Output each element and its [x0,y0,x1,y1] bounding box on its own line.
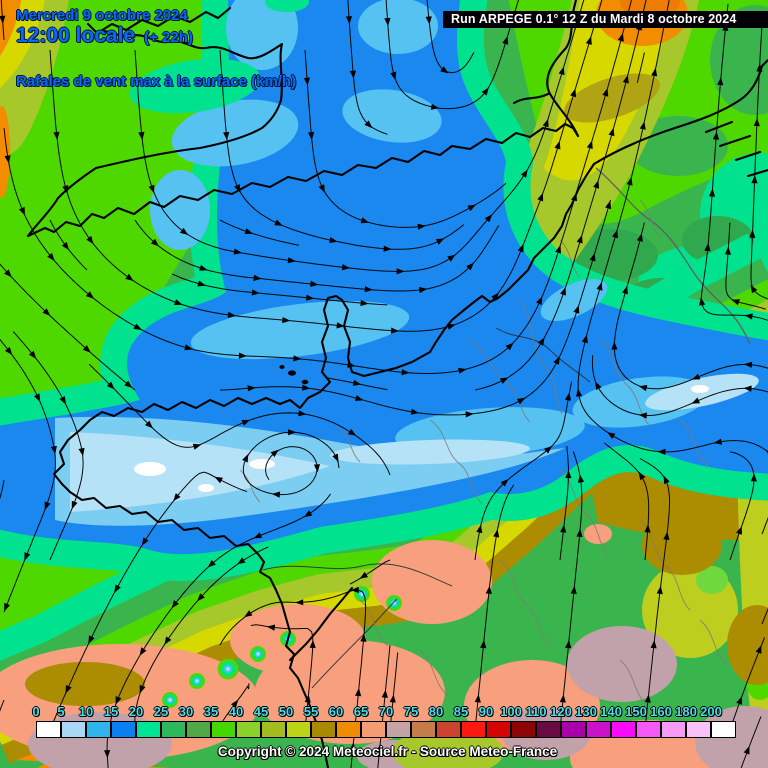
map-parameter-title: Rafales de vent max à la surface (km/h) [16,73,297,90]
forecast-time: 12:00 locale (+ 22h) [16,24,193,48]
forecast-date: Mercredi 9 octobre 2024 [16,7,188,24]
copyright-line: Copyright © 2024 Meteociel.fr - Source M… [217,744,558,759]
local-time: 12:00 locale [16,24,136,47]
model-run-banner: Run ARPEGE 0.1° 12 Z du Mardi 8 octobre … [443,11,768,28]
forecast-offset: (+ 22h) [144,29,193,46]
